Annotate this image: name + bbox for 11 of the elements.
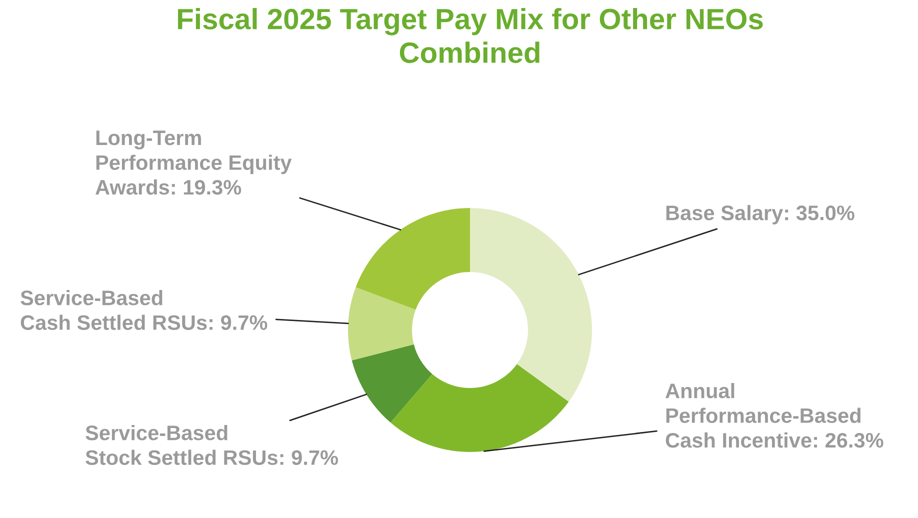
slice-label: Service-Based Cash Settled RSUs: 9.7%: [20, 290, 268, 330]
donut-slice: [356, 208, 470, 310]
slice-label: Annual Performance-Based Cash Incentive: 26.3%: [666, 383, 884, 448]
slice-label: Base Salary: 35.0%: [666, 205, 854, 224]
slice-label: Service-Based Stock Settled RSUs: 9.7%: [86, 425, 338, 466]
donut-slice: [390, 364, 569, 452]
donut-slice: [470, 208, 592, 402]
slice-label: Long-Term Performance Equity Awards: 19.3%: [96, 130, 292, 195]
donut-slice: [348, 287, 416, 360]
chart-title: Fiscal 2025 Target Pay Mix for Other NEOs Combined: [178, 8, 763, 64]
donut-slice: [352, 344, 432, 423]
